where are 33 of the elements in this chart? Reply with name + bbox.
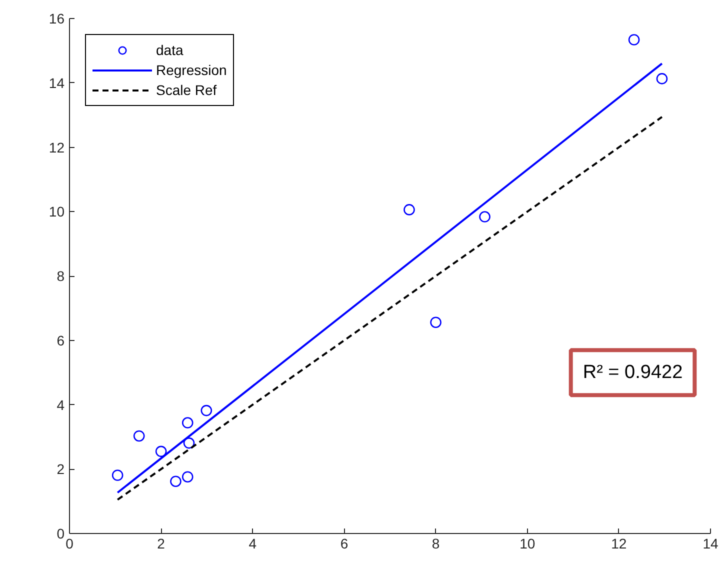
x-tick-label: 2 — [157, 536, 166, 552]
point — [155, 446, 167, 458]
x-tick-label: 14 — [702, 536, 718, 552]
point — [628, 34, 640, 46]
x-tick-label: 10 — [520, 536, 536, 552]
point — [133, 430, 145, 442]
point — [479, 211, 490, 222]
point — [656, 73, 668, 84]
legend-label: Regression — [156, 61, 227, 79]
x-tick-label: 4 — [248, 536, 257, 552]
point — [112, 470, 124, 481]
point — [430, 316, 442, 328]
y-tick-label: 8 — [56, 268, 65, 284]
y-tick-label: 2 — [56, 461, 65, 478]
y-tick-label: 6 — [56, 332, 65, 348]
x-tick-label: 6 — [340, 536, 348, 552]
point — [170, 476, 182, 487]
y-tick-label: 14 — [48, 74, 65, 91]
point — [200, 404, 212, 416]
point — [183, 437, 195, 449]
y-tick-label: 4 — [56, 396, 65, 413]
point — [182, 471, 194, 482]
legend-label: Scale Ref — [156, 81, 217, 99]
x-tick-label: 8 — [432, 536, 440, 552]
y-tick-label: 0 — [56, 526, 65, 542]
point — [182, 417, 194, 428]
x-tick-label: 12 — [611, 536, 627, 552]
point — [404, 204, 415, 216]
legend-label: data — [156, 41, 184, 59]
y-tick-label: 12 — [48, 139, 65, 156]
y-tick-label: 10 — [48, 204, 65, 220]
annotation: R² = 0.9422 — [582, 362, 683, 384]
y-tick-label: 16 — [48, 10, 65, 26]
